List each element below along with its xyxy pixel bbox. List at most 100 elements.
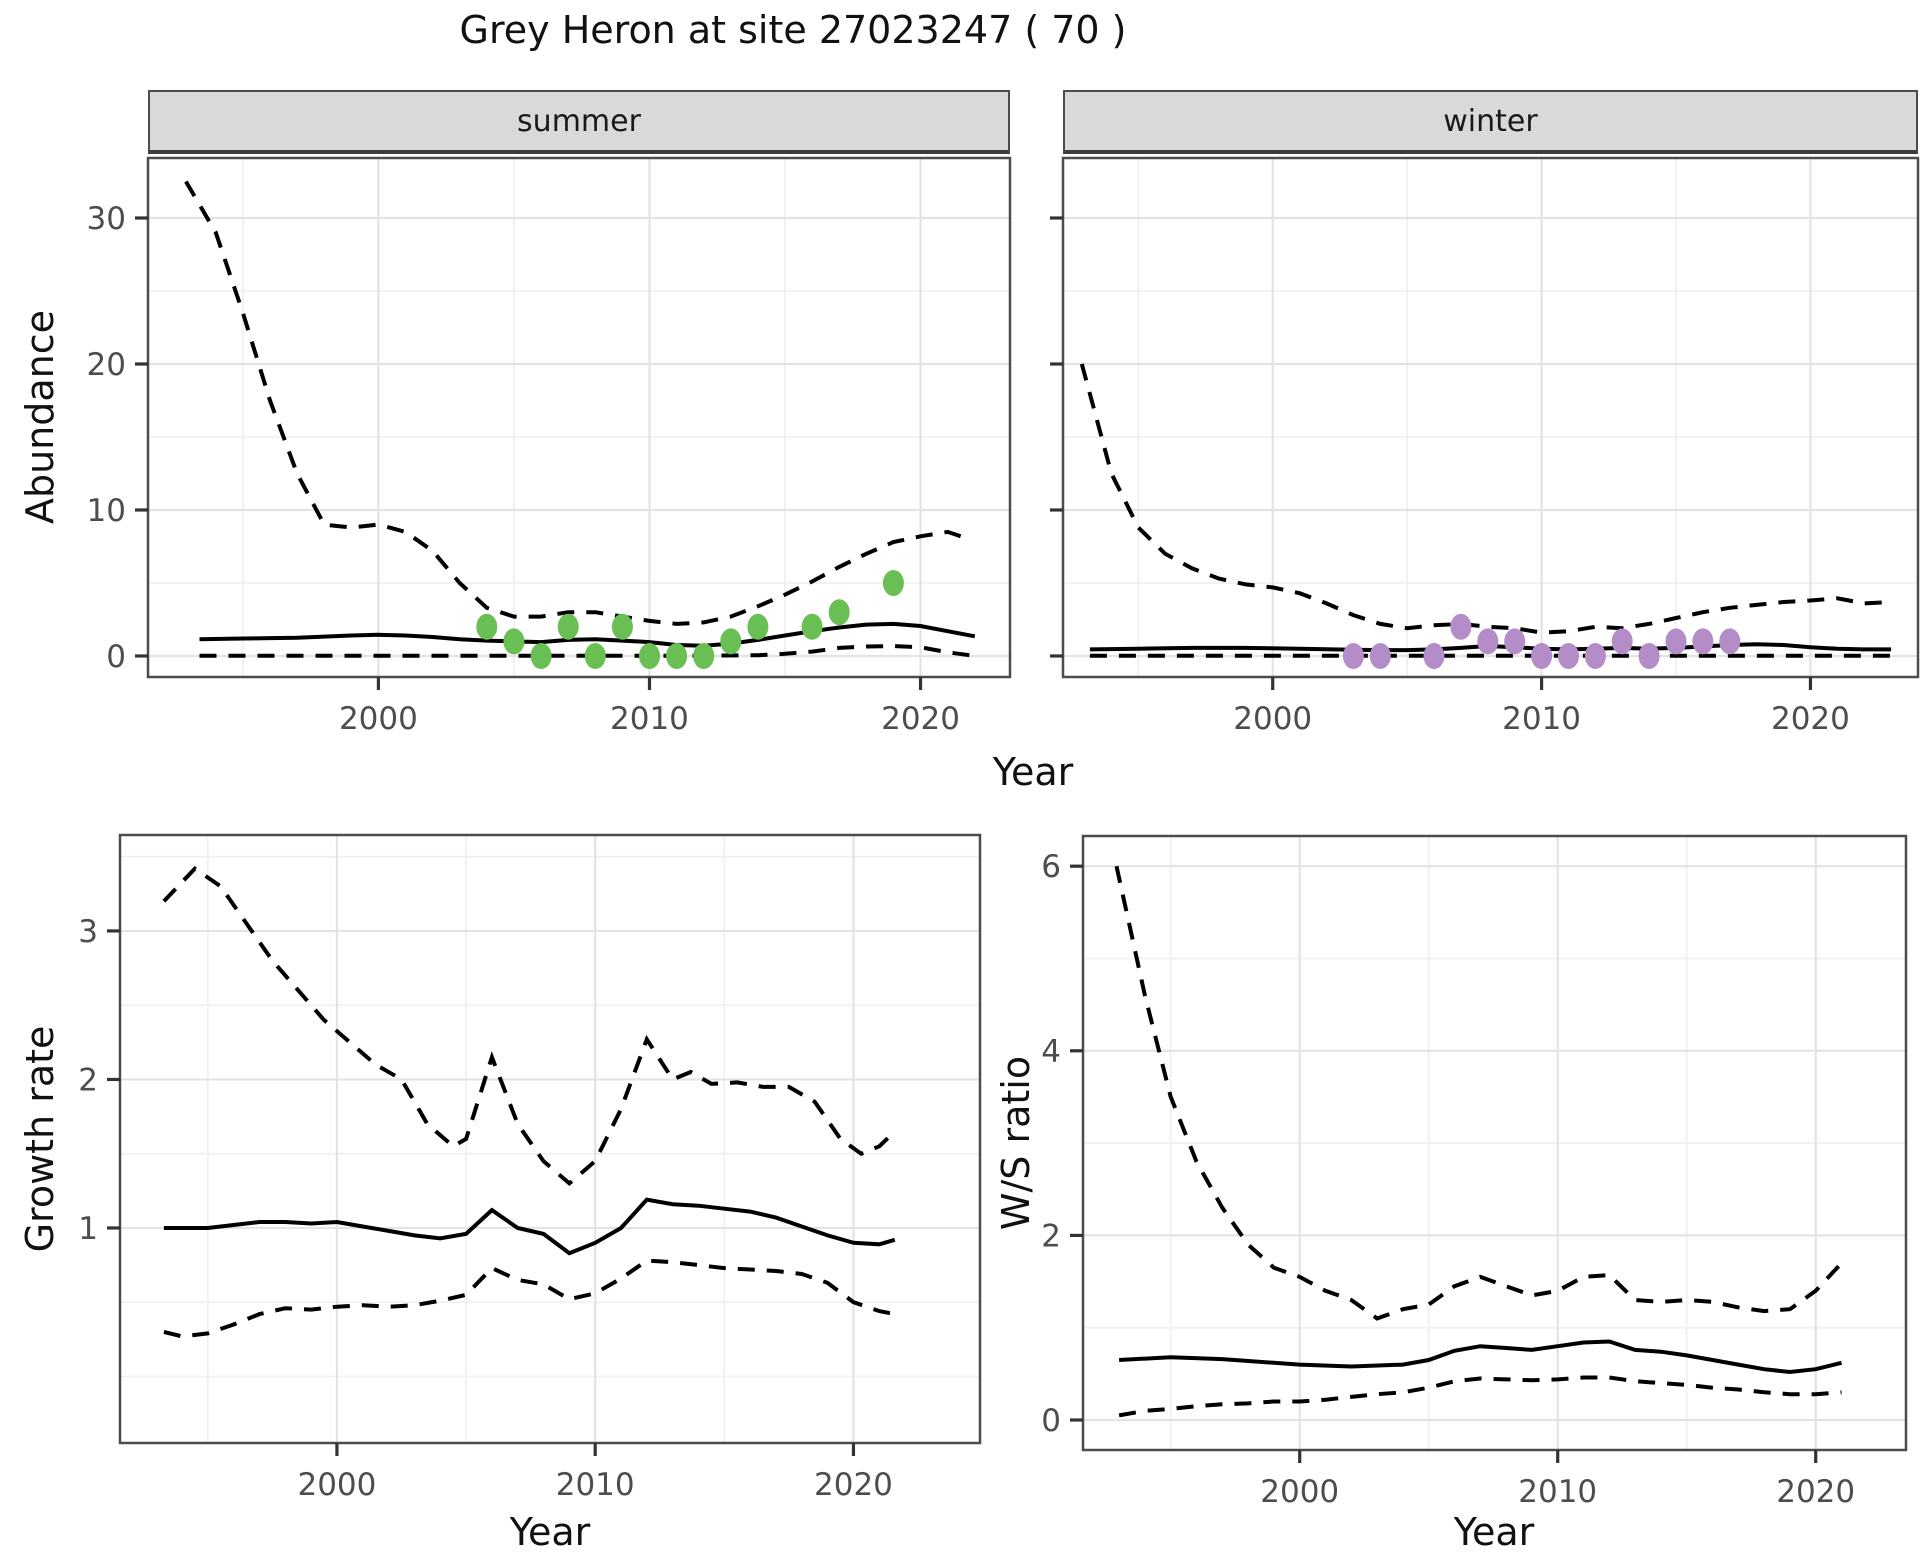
observed-point (1611, 628, 1633, 655)
observed-point (693, 643, 715, 669)
observed-point (1423, 643, 1445, 669)
ws-ratio-axis-ticks: 2000 2010 2020 0 2 4 6 (1041, 849, 1855, 1510)
growth-rate-axis-ticks: 2000 2010 2020 1 2 3 (78, 914, 893, 1503)
observed-point (1342, 643, 1364, 669)
observed-point (882, 570, 904, 596)
observed-point (1369, 643, 1391, 669)
ws-ratio-xtick-label: 2000 (1260, 1474, 1339, 1510)
abundance-summer-axis-ticks: 2000 2010 2020 0 10 20 30 (87, 201, 960, 737)
facet-strip-winter-label: winter (1443, 103, 1538, 139)
observed-point (1584, 643, 1606, 669)
growth-rate-ytick-label: 2 (78, 1062, 98, 1098)
y-axis-title-abundance: Abundance (18, 309, 62, 525)
observed-point (828, 599, 850, 626)
observed-point (530, 643, 552, 669)
growth-rate-xtick-label: 2000 (297, 1467, 376, 1503)
observed-point (720, 628, 742, 655)
ws-ratio-xtick-label: 2010 (1518, 1474, 1597, 1510)
abundance-summer-ytick-label: 10 (87, 493, 126, 529)
abundance-summer-lower-ci-line (199, 643, 970, 658)
x-axis-title-year-top: Year (992, 750, 1074, 794)
growth-rate-xtick-label: 2010 (556, 1467, 635, 1503)
y-axis-title-growth-rate: Growth rate (18, 1025, 62, 1253)
abundance-summer-panel: 2000 2010 2020 0 10 20 30 (87, 156, 1012, 737)
growth-rate-ytick-label: 3 (78, 914, 98, 950)
abundance-summer-series (184, 180, 976, 658)
growth-rate-border (118, 833, 982, 1445)
facet-strip-summer: summer (148, 90, 1010, 154)
x-axis-title-year-bottom-left: Year (509, 1510, 591, 1554)
observed-point (1450, 613, 1472, 640)
abundance-summer-median-line (199, 621, 976, 648)
ws-ratio-panel: 2000 2010 2020 0 2 4 6 (1041, 834, 1908, 1510)
ws-ratio-ytick-label: 2 (1041, 1218, 1061, 1254)
y-axis-title-ws-ratio: W/S ratio (994, 1055, 1038, 1231)
abundance-winter-panel: 2000 2010 2020 (1050, 156, 1920, 737)
observed-point (666, 643, 688, 669)
abundance-summer-ytick-label: 20 (87, 347, 126, 383)
observed-point (584, 643, 606, 669)
observed-point (557, 613, 579, 640)
abundance-summer-xtick-label: 2010 (610, 701, 689, 737)
observed-point (747, 613, 769, 640)
observed-point (1558, 643, 1579, 669)
abundance-winter-upper-ci-line (1079, 363, 1892, 635)
abundance-winter-xtick-label: 2010 (1502, 701, 1581, 737)
ws-ratio-gridlines (1083, 836, 1906, 1450)
facet-strip-winter: winter (1063, 90, 1918, 154)
growth-rate-upper-ci-line (162, 865, 897, 1187)
ws-ratio-ytick-label: 0 (1041, 1403, 1061, 1439)
growth-rate-background (120, 835, 980, 1443)
observed-point (1665, 628, 1687, 655)
ws-ratio-xtick-label: 2020 (1776, 1474, 1855, 1510)
ws-ratio-lower-ci-line (1118, 1375, 1842, 1418)
growth-rate-series (162, 865, 897, 1339)
abundance-winter-median-line (1089, 642, 1892, 653)
growth-rate-ytick-label: 1 (78, 1211, 98, 1247)
abundance-summer-ytick-label: 0 (106, 639, 126, 675)
observed-point (503, 628, 525, 655)
page-title: Grey Heron at site 27023247 ( 70 ) (459, 8, 1127, 52)
growth-rate-panel: 2000 2010 2020 1 2 3 (78, 833, 982, 1503)
winter-observed-points (1342, 613, 1741, 669)
observed-point (1719, 628, 1741, 655)
abundance-winter-background (1063, 158, 1918, 677)
growth-rate-xtick-label: 2020 (814, 1467, 893, 1503)
observed-point (476, 613, 498, 640)
abundance-summer-border (146, 156, 1012, 679)
abundance-summer-xtick-label: 2000 (339, 701, 418, 737)
ws-ratio-series (1114, 865, 1843, 1418)
abundance-winter-gridlines (1063, 158, 1918, 677)
facet-strip-summer-label: summer (517, 103, 641, 139)
abundance-winter-series (1079, 363, 1892, 658)
summer-observed-points (476, 570, 904, 669)
observed-point (1504, 628, 1526, 655)
observed-point (639, 643, 660, 669)
observed-point (1477, 628, 1499, 655)
abundance-summer-upper-ci-line (184, 180, 970, 626)
ws-ratio-ytick-label: 6 (1041, 849, 1061, 885)
observed-point (1638, 643, 1660, 669)
growth-rate-gridlines (120, 835, 980, 1443)
abundance-summer-gridlines (148, 158, 1010, 677)
growth-rate-median-line (163, 1197, 896, 1256)
abundance-winter-border (1061, 156, 1920, 679)
ws-ratio-median-line (1118, 1339, 1842, 1375)
abundance-winter-xtick-label: 2020 (1771, 701, 1850, 737)
ws-ratio-border (1081, 834, 1908, 1452)
observed-point (1692, 628, 1714, 655)
observed-point (1531, 643, 1553, 669)
abundance-winter-axis-ticks: 2000 2010 2020 (1050, 216, 1850, 737)
observed-point (801, 613, 823, 640)
abundance-summer-background (148, 158, 1010, 677)
observed-point (611, 613, 633, 640)
abundance-winter-xtick-label: 2000 (1233, 701, 1312, 737)
abundance-summer-xtick-label: 2020 (881, 701, 960, 737)
x-axis-title-year-bottom-right: Year (1453, 1510, 1535, 1554)
ws-ratio-ytick-label: 4 (1041, 1034, 1061, 1070)
abundance-summer-ytick-label: 30 (87, 201, 126, 237)
growth-rate-lower-ci-line (163, 1258, 896, 1339)
ws-ratio-upper-ci-line (1114, 865, 1843, 1321)
